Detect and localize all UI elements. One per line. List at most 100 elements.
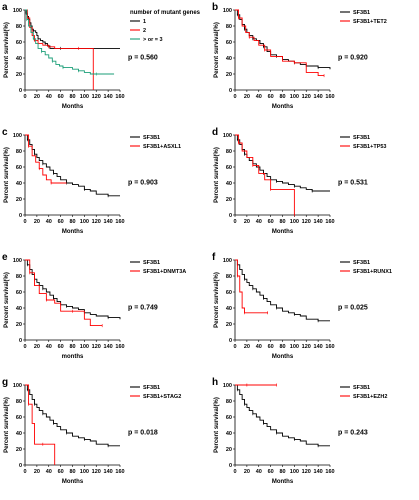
x-tick-label: 80 (279, 219, 285, 225)
x-axis-title: months (62, 354, 84, 360)
y-tick-label: 100 (223, 8, 232, 14)
x-tick-label: 100 (80, 469, 89, 475)
legend-label: SF3B1+TET2 (353, 19, 387, 25)
x-tick-label: 40 (256, 344, 262, 350)
y-tick-label: 60 (226, 165, 232, 171)
p-value: p = 0.531 (338, 180, 368, 187)
y-tick-label: 20 (226, 72, 232, 78)
y-tick-label: 80 (226, 274, 232, 280)
y-tick-label: 0 (229, 213, 232, 219)
x-tick-label: 0 (233, 94, 236, 100)
legend-label: SF3B1 (353, 10, 370, 16)
x-tick-label: 100 (290, 344, 299, 350)
x-tick-label: 40 (256, 94, 262, 100)
x-tick-label: 120 (92, 469, 101, 475)
y-axis-title: Percent survival(%) (214, 272, 220, 328)
y-tick-label: 40 (16, 181, 22, 187)
legend-label: SF3B1 (353, 260, 370, 266)
x-tick-label: 40 (256, 469, 262, 475)
x-tick-label: 120 (92, 94, 101, 100)
survival-curve-2 (25, 134, 67, 184)
p-value: p = 0.903 (128, 180, 158, 187)
x-tick-label: 0 (23, 469, 26, 475)
x-tick-label: 100 (80, 344, 89, 350)
x-tick-label: 160 (115, 94, 124, 100)
x-tick-label: 100 (290, 219, 299, 225)
x-tick-label: 120 (302, 94, 311, 100)
legend-label: SF3B1+ASXL1 (143, 144, 181, 150)
panel-letter: c (2, 127, 8, 138)
x-tick-label: 140 (314, 344, 323, 350)
x-tick-label: 80 (69, 219, 75, 225)
x-tick-label: 140 (314, 219, 323, 225)
survival-curve-1 (25, 9, 120, 49)
y-tick-label: 40 (226, 431, 232, 437)
y-tick-label: 60 (16, 415, 22, 421)
x-tick-label: 160 (325, 94, 334, 100)
survival-curve-1 (25, 384, 120, 447)
x-axis-title: Months (62, 104, 84, 110)
survival-curve-2 (25, 9, 94, 90)
x-tick-label: 60 (58, 344, 64, 350)
y-tick-label: 0 (19, 213, 22, 219)
x-tick-label: 160 (325, 344, 334, 350)
legend-label: SF3B1 (353, 385, 370, 391)
y-tick-label: 0 (229, 463, 232, 469)
x-tick-label: 100 (80, 94, 89, 100)
y-tick-label: 80 (16, 24, 22, 30)
legend-label: SF3B1 (143, 135, 160, 141)
survival-curve-2 (235, 259, 268, 314)
y-tick-label: 80 (226, 399, 232, 405)
y-tick-label: 60 (226, 415, 232, 421)
x-tick-label: 120 (302, 344, 311, 350)
x-tick-label: 60 (58, 219, 64, 225)
survival-curve-1 (235, 134, 330, 192)
y-tick-label: 20 (226, 322, 232, 328)
y-tick-label: 100 (13, 8, 22, 14)
legend-title: number of mutant genes (130, 10, 201, 16)
x-tick-label: 140 (104, 344, 113, 350)
x-tick-label: 0 (23, 94, 26, 100)
y-tick-label: 20 (16, 197, 22, 203)
y-tick-label: 80 (16, 274, 22, 280)
x-tick-label: 120 (92, 344, 101, 350)
x-tick-label: 160 (325, 219, 334, 225)
x-tick-label: 20 (244, 219, 250, 225)
y-tick-label: 60 (226, 290, 232, 296)
panel-letter: g (2, 377, 8, 388)
legend-label: SF3B1 (143, 385, 160, 391)
y-tick-label: 80 (226, 149, 232, 155)
panel-letter: a (2, 2, 8, 13)
y-tick-label: 80 (16, 149, 22, 155)
y-tick-label: 40 (226, 56, 232, 62)
survival-curve-1 (235, 384, 330, 447)
y-tick-label: 100 (13, 258, 22, 264)
x-tick-label: 0 (23, 219, 26, 225)
x-tick-label: 0 (23, 344, 26, 350)
x-axis-title: Months (272, 104, 294, 110)
x-tick-label: 0 (233, 344, 236, 350)
y-axis-title: Percent survival(%) (4, 22, 10, 78)
x-tick-label: 100 (80, 219, 89, 225)
y-tick-label: 20 (226, 197, 232, 203)
p-value: p = 0.018 (128, 430, 158, 437)
y-tick-label: 80 (226, 24, 232, 30)
p-value: p = 0.560 (128, 55, 158, 62)
x-tick-label: 60 (58, 94, 64, 100)
y-axis-title: Percent survival(%) (4, 397, 10, 453)
p-value: p = 0.920 (338, 55, 368, 62)
x-axis-title: Months (272, 354, 294, 360)
survival-curve-2 (25, 384, 56, 465)
x-tick-label: 60 (268, 469, 274, 475)
survival-curve-1 (235, 259, 330, 322)
y-axis-title: Percent survival(%) (214, 22, 220, 78)
y-tick-label: 60 (16, 40, 22, 46)
legend-label: SF3B1+TP53 (353, 144, 386, 150)
x-tick-label: 80 (69, 344, 75, 350)
x-tick-label: 40 (46, 219, 52, 225)
x-tick-label: 20 (34, 219, 40, 225)
